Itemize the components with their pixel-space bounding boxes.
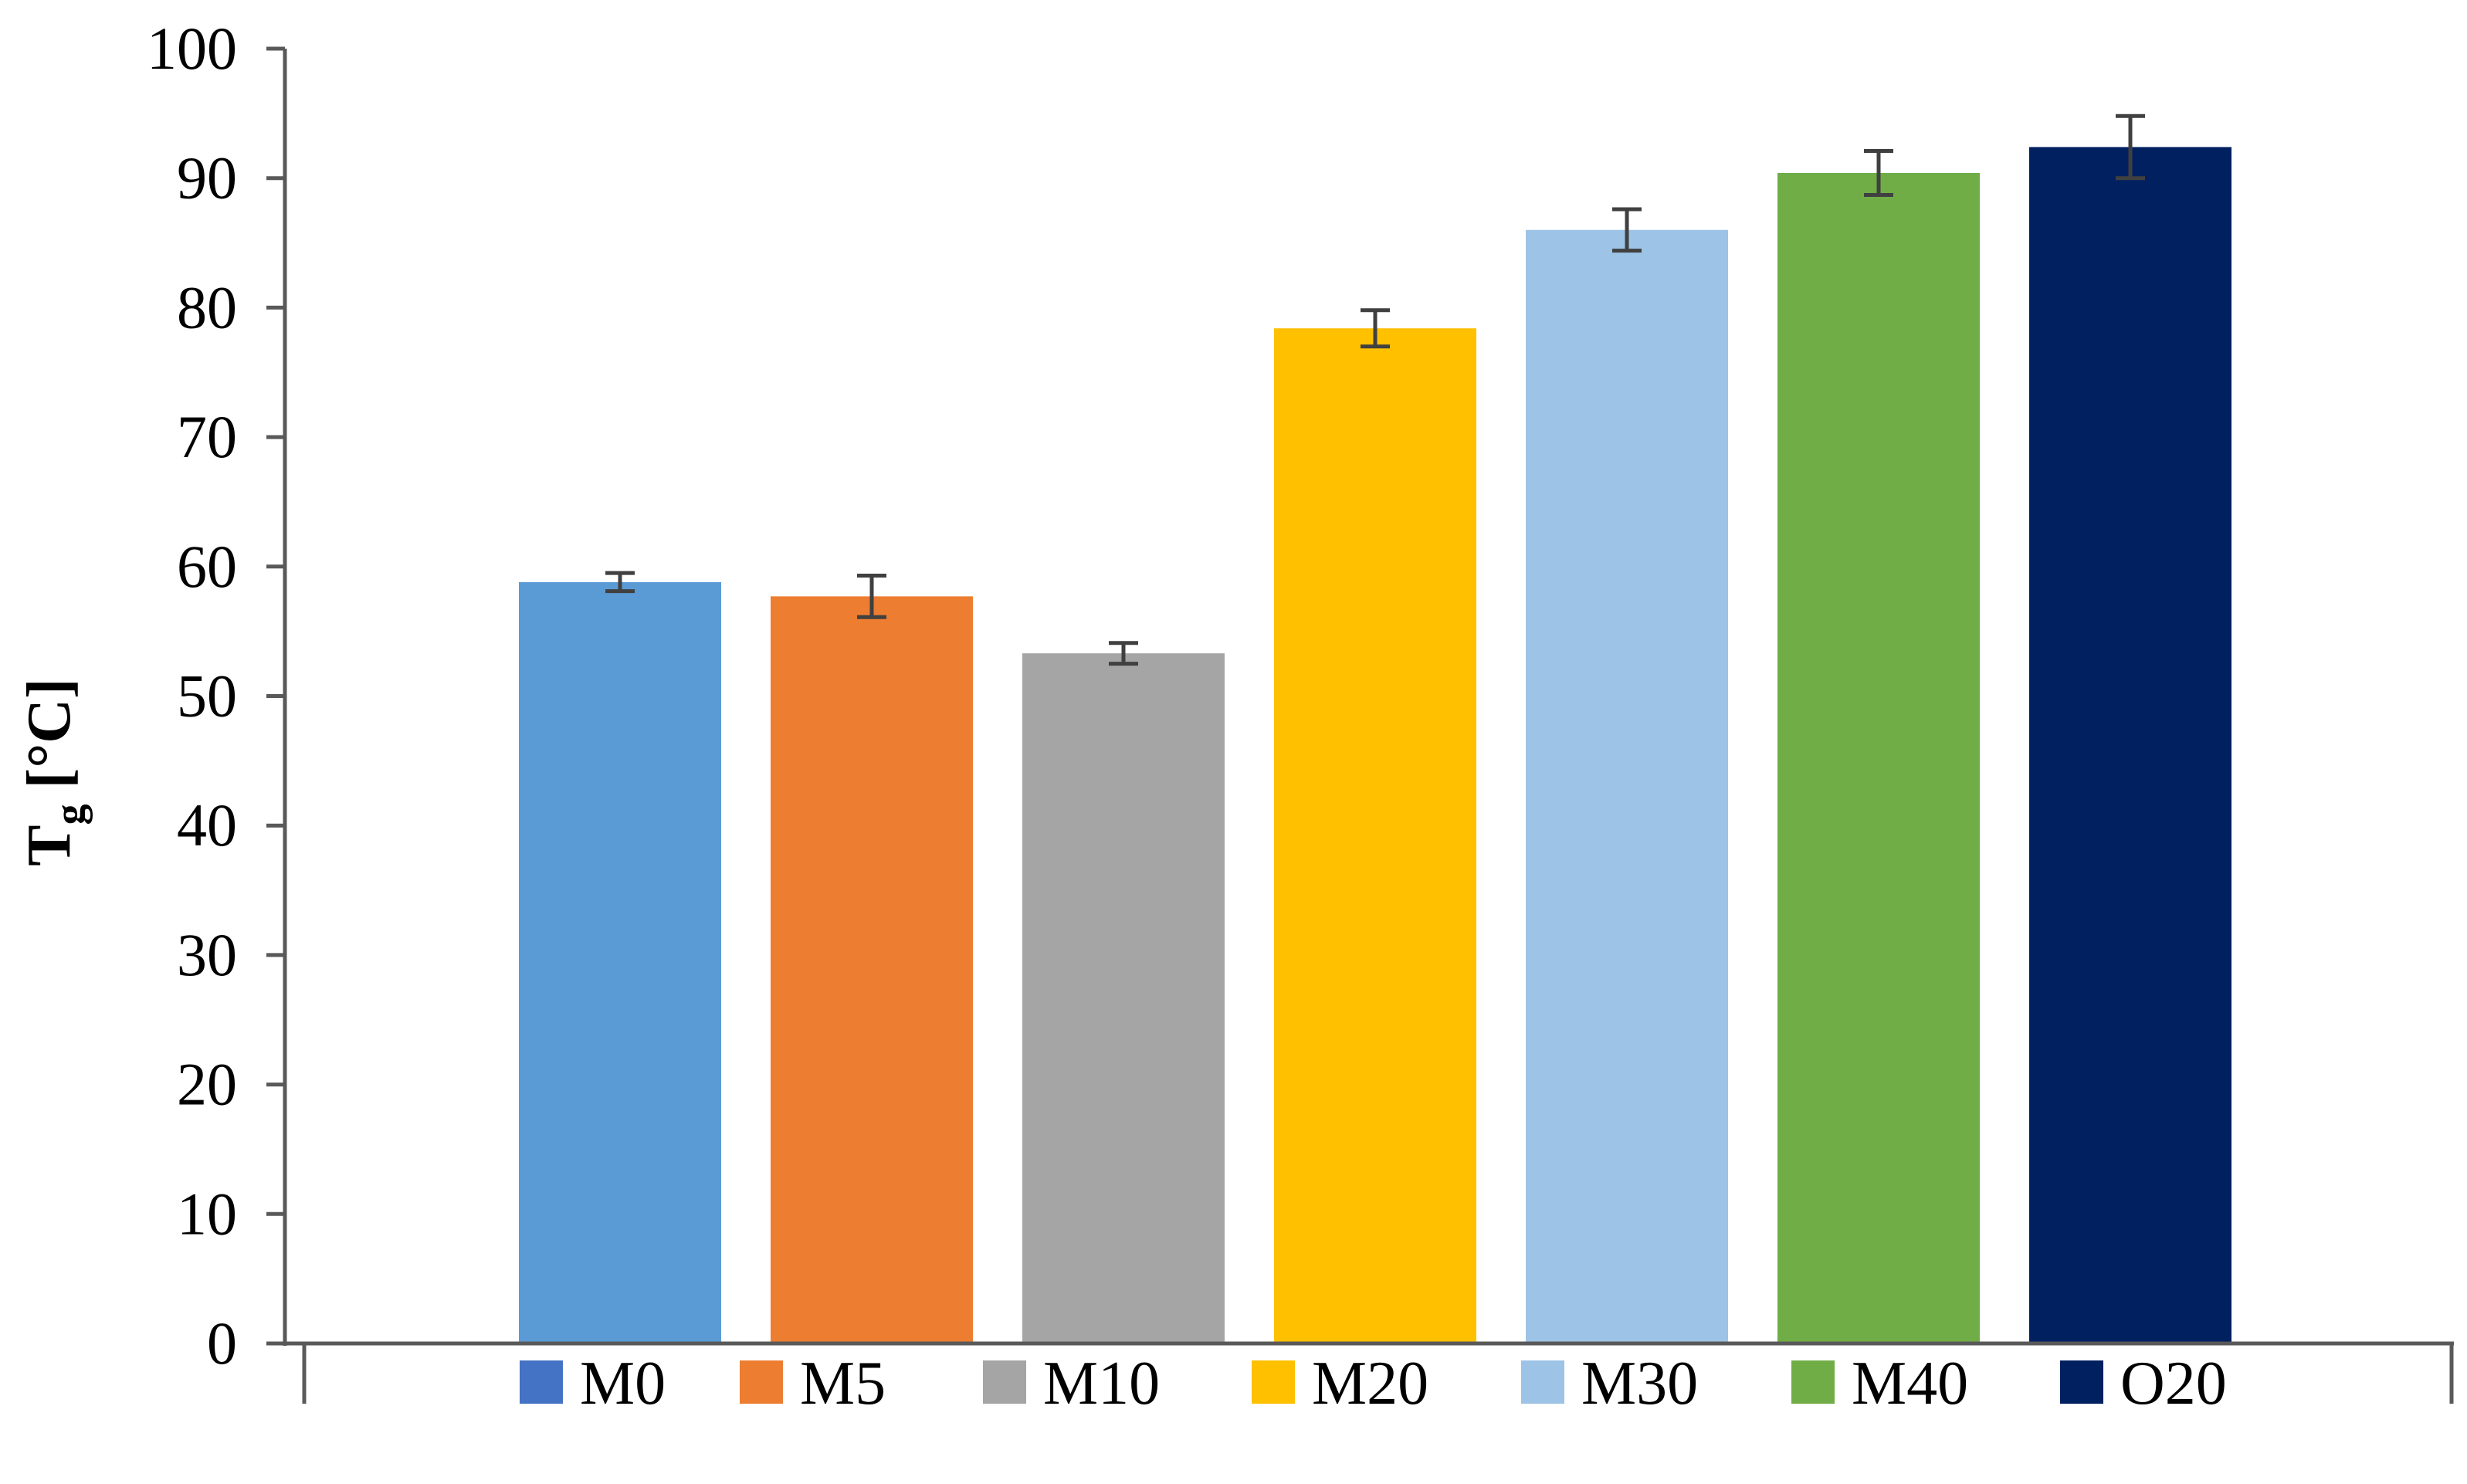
legend-swatch [1252, 1360, 1295, 1404]
legend-label: M5 [800, 1350, 886, 1418]
legend-swatch [520, 1360, 563, 1404]
bar-m5 [771, 596, 973, 1343]
y-tick-label: 0 [207, 1310, 237, 1377]
legend-swatch [1521, 1360, 1564, 1404]
y-tick-label: 90 [177, 144, 237, 212]
y-tick-label: 100 [147, 15, 237, 82]
legend-label: M20 [1312, 1350, 1428, 1418]
y-tick-label: 10 [177, 1180, 237, 1247]
y-tick-label: 70 [177, 403, 237, 470]
legend-swatch [983, 1360, 1026, 1404]
y-axis-ticks: 0 10 20 30 40 50 60 70 80 90 100 [147, 15, 285, 1377]
legend-item-m0: M0 [520, 1350, 666, 1418]
y-tick-label: 60 [177, 533, 237, 600]
legend-label: M40 [1852, 1350, 1968, 1418]
y-axis-label-main: T [15, 825, 83, 866]
bar-m0 [519, 582, 721, 1343]
y-axis-label-unit: [°C] [15, 678, 83, 804]
legend-item-o20: O20 [2060, 1350, 2227, 1418]
y-tick-label: 30 [177, 921, 237, 988]
y-tick-label: 50 [177, 662, 237, 730]
legend-label: M30 [1581, 1350, 1698, 1418]
y-tick-label: 20 [177, 1051, 237, 1118]
legend-swatch [740, 1360, 783, 1404]
legend-swatch [1791, 1360, 1835, 1404]
legend-item-m40: M40 [1791, 1350, 1968, 1418]
y-axis: 0 10 20 30 40 50 60 70 80 90 100 [147, 15, 285, 1377]
legend-item-m5: M5 [740, 1350, 886, 1418]
legend-swatch [2060, 1360, 2103, 1404]
bar-m10 [1022, 653, 1225, 1343]
plot-area [519, 116, 2231, 1343]
legend-label: M0 [580, 1350, 666, 1418]
legend-label: O20 [2120, 1350, 2227, 1418]
legend-item-m20: M20 [1252, 1350, 1428, 1418]
bar-m40 [1777, 173, 1980, 1343]
legend-item-m10: M10 [983, 1350, 1160, 1418]
y-axis-label: Tg [°C] [15, 678, 93, 866]
y-tick-label: 40 [177, 791, 237, 859]
bar-o20 [2029, 147, 2231, 1343]
legend: M0 M5 M10 M20 M30 M40 O20 [520, 1350, 2227, 1418]
y-axis-label-subscript: g [46, 804, 93, 825]
bar-m20 [1274, 328, 1476, 1343]
y-tick-label: 80 [177, 273, 237, 341]
legend-item-m30: M30 [1521, 1350, 1698, 1418]
bar-m30 [1526, 230, 1728, 1343]
legend-label: M10 [1043, 1350, 1160, 1418]
